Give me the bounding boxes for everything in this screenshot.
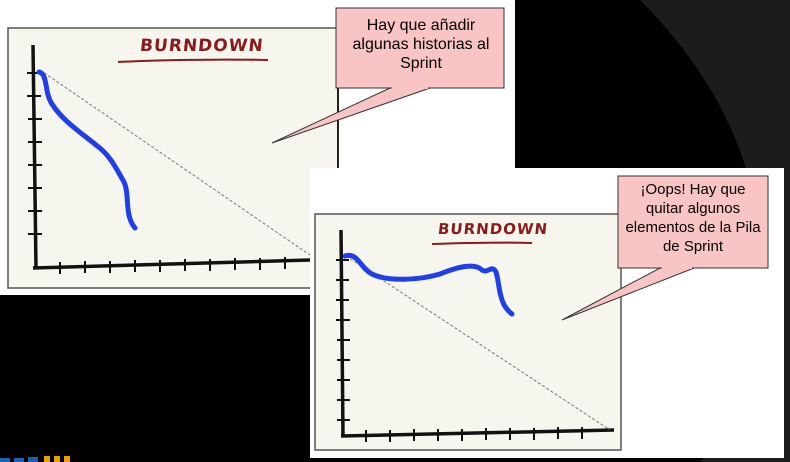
ideal-line-1 <box>39 69 311 256</box>
title-underline-2 <box>431 241 533 245</box>
title-underline-1 <box>117 58 269 63</box>
burndown-panel-1: BURNDOWN Hay que añadir algunas historia… <box>0 0 515 295</box>
x-ticks-2 <box>365 427 583 442</box>
callout-box-1 <box>335 7 505 89</box>
x-axis-2 <box>340 428 615 438</box>
burndown-drawing-2 <box>314 175 769 451</box>
chart-title-2: BURNDOWN <box>437 220 549 238</box>
callout-box-2 <box>617 175 769 269</box>
logo-icon <box>0 456 70 462</box>
callout-text-2: ¡Oops! Hay que quitar algunos elementos … <box>625 181 761 255</box>
chart-title-1: BURNDOWN <box>138 36 265 56</box>
whiteboard-2 <box>314 213 622 451</box>
burndown-curve-2 <box>342 252 515 317</box>
burndown-drawing-1 <box>7 7 515 289</box>
y-ticks-2 <box>336 259 350 421</box>
ideal-line-2 <box>345 255 611 431</box>
whiteboard-1 <box>7 27 339 289</box>
x-ticks-1 <box>59 257 286 274</box>
burndown-curve-1 <box>36 69 138 231</box>
callout-text-1: Hay que añadir algunas historias al Spri… <box>352 17 490 72</box>
burndown-panel-2: BURNDOWN ¡Oops! Hay que quitar algunos e… <box>310 168 784 458</box>
